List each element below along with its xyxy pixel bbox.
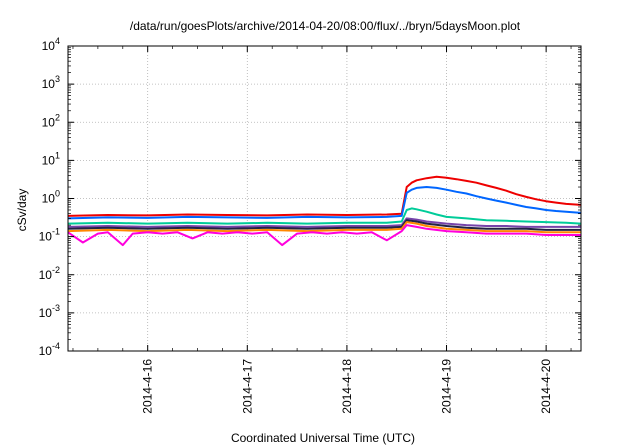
y-tick-label: 102 bbox=[42, 112, 60, 129]
y-tick-label: 10-2 bbox=[39, 265, 60, 282]
y-axis-label: cSv/day bbox=[15, 189, 29, 232]
x-tick-label: 2014-4-17 bbox=[240, 359, 254, 414]
x-tick-label: 2014-4-18 bbox=[340, 359, 354, 414]
y-tick-label: 100 bbox=[42, 189, 60, 206]
y-axis: 10-4 10-3 10-2 10-1 100 101 102 103 104 bbox=[39, 36, 581, 358]
y-tick-label: 10-1 bbox=[39, 227, 60, 244]
x-tick-label: 2014-4-16 bbox=[141, 359, 155, 414]
series-line-1 bbox=[67, 186, 582, 220]
series-line-4 bbox=[67, 219, 581, 231]
plot-frame bbox=[67, 45, 582, 352]
y-tick-label: 101 bbox=[42, 150, 60, 167]
grid bbox=[68, 46, 581, 351]
series-line-6 bbox=[67, 224, 581, 247]
x-tick-label: 2014-4-19 bbox=[440, 359, 454, 414]
series-line-0 bbox=[67, 175, 582, 217]
x-axis-label: Coordinated Universal Time (UTC) bbox=[231, 431, 415, 445]
series-line-5 bbox=[67, 221, 581, 234]
y-tick-label: 104 bbox=[42, 36, 60, 53]
y-tick-label: 10-4 bbox=[39, 341, 60, 358]
series-group bbox=[67, 175, 582, 247]
x-axis: 2014-4-16 2014-4-17 2014-4-18 2014-4-19 2014… bbox=[72, 46, 572, 414]
series-line-2 bbox=[67, 207, 582, 225]
y-tick-label: 103 bbox=[42, 74, 60, 91]
y-tick-label: 10-3 bbox=[39, 303, 60, 320]
chart-title: /data/run/goesPlots/archive/2014-04-20/0… bbox=[130, 19, 521, 33]
series-line-3 bbox=[67, 217, 581, 228]
x-tick-label: 2014-4-20 bbox=[539, 359, 553, 414]
